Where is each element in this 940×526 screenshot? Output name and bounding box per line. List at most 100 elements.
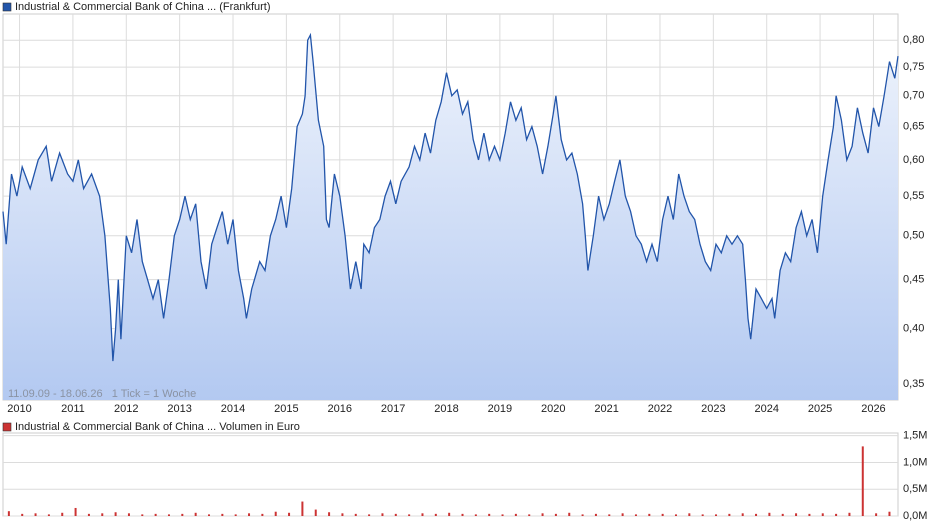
y-tick-label: 0,65 xyxy=(903,121,924,133)
y-tick-label: 0,40 xyxy=(903,323,924,335)
y-tick-label: 0,70 xyxy=(903,90,924,102)
y-tick-label: 0,80 xyxy=(903,34,924,46)
y-tick-label: 1,5M xyxy=(903,430,927,442)
volume-bar xyxy=(208,514,211,516)
volume-bar xyxy=(835,513,838,516)
volume-bar xyxy=(608,514,611,516)
x-tick-label: 2026 xyxy=(861,403,885,415)
volume-bar xyxy=(701,514,704,516)
volume-bar xyxy=(448,512,451,516)
volume-bar xyxy=(594,513,597,516)
volume-bar xyxy=(154,513,157,516)
volume-bar xyxy=(127,513,130,516)
volume-bar xyxy=(421,513,424,516)
volume-plot-area xyxy=(2,432,899,517)
volume-bar xyxy=(301,501,304,516)
volume-bar xyxy=(728,513,731,516)
x-tick-label: 2021 xyxy=(594,403,618,415)
x-tick-label: 2020 xyxy=(541,403,565,415)
volume-bar xyxy=(7,511,10,516)
volume-bar xyxy=(808,513,811,516)
y-tick-label: 0,75 xyxy=(903,61,924,73)
y-tick-label: 1,0M xyxy=(903,456,927,468)
volume-bar xyxy=(514,513,517,516)
volume-bar xyxy=(781,513,784,516)
x-tick-label: 2018 xyxy=(434,403,458,415)
volume-bar xyxy=(141,514,144,516)
volume-bar xyxy=(621,513,624,516)
volume-bar xyxy=(47,514,50,516)
x-tick-label: 2012 xyxy=(114,403,138,415)
y-tick-label: 0,55 xyxy=(903,190,924,202)
volume-bar xyxy=(501,514,504,516)
price-area xyxy=(3,35,898,400)
volume-bar xyxy=(541,513,544,516)
volume-bar xyxy=(474,514,477,516)
volume-bar xyxy=(87,513,90,516)
volume-bar xyxy=(181,513,184,516)
volume-bar xyxy=(581,514,584,516)
volume-bar xyxy=(34,513,37,516)
price-line xyxy=(2,32,899,362)
x-tick-label: 2019 xyxy=(488,403,512,415)
volume-bar xyxy=(768,512,771,516)
volume-bar xyxy=(861,446,864,516)
volume-bar xyxy=(21,513,24,516)
legend-label: Industrial & Commercial Bank of China ..… xyxy=(15,421,300,433)
volume-bar xyxy=(848,512,851,516)
volume-bar xyxy=(314,509,317,516)
legend-swatch xyxy=(2,422,12,432)
x-tick-label: 2016 xyxy=(328,403,352,415)
volume-bar xyxy=(261,513,264,516)
volume-bar xyxy=(248,513,251,516)
volume-bar xyxy=(634,514,637,516)
y-tick-label: 0,60 xyxy=(903,154,924,166)
volume-bar xyxy=(221,513,224,516)
volume-bar xyxy=(568,512,571,516)
x-tick-label: 2014 xyxy=(221,403,245,415)
volume-bar xyxy=(101,513,104,516)
volume-bar xyxy=(74,507,77,516)
volume-bar xyxy=(661,513,664,516)
volume-bar xyxy=(394,513,397,516)
volume-bar xyxy=(341,513,344,516)
volume-bar xyxy=(821,513,824,516)
legend-label: Industrial & Commercial Bank of China ..… xyxy=(15,1,271,13)
volume-bar xyxy=(328,512,331,516)
volume-bar xyxy=(234,514,237,516)
volume-bar xyxy=(888,511,891,516)
annotation: 11.09.09 - 18.06.26 1 Tick = 1 Woche xyxy=(8,388,196,400)
volume-bar xyxy=(434,513,437,516)
volume-bar xyxy=(875,513,878,516)
x-tick-label: 2023 xyxy=(701,403,725,415)
volume-bar xyxy=(741,513,744,516)
y-tick-label: 0,35 xyxy=(903,378,924,390)
volume-bar xyxy=(381,513,384,516)
volume-bar xyxy=(354,513,357,516)
volume-bar xyxy=(368,514,371,516)
volume-bar xyxy=(715,514,718,516)
volume-bar xyxy=(114,512,117,516)
volume-bar xyxy=(554,513,557,516)
x-tick-label: 2017 xyxy=(381,403,405,415)
volume-bar xyxy=(274,511,277,516)
y-tick-label: 0,5M xyxy=(903,483,927,495)
x-tick-label: 2013 xyxy=(167,403,191,415)
x-tick-label: 2025 xyxy=(808,403,832,415)
y-tick-label: 0,45 xyxy=(903,274,924,286)
y-tick-label: 0,50 xyxy=(903,230,924,242)
x-tick-label: 2015 xyxy=(274,403,298,415)
x-tick-label: 2011 xyxy=(61,403,85,415)
volume-bar xyxy=(648,513,651,516)
volume-bar xyxy=(528,514,531,516)
volume-bar xyxy=(408,514,411,516)
volume-bar xyxy=(167,514,170,516)
x-tick-label: 2024 xyxy=(754,403,778,415)
x-tick-label: 2022 xyxy=(648,403,672,415)
volume-bar xyxy=(194,512,197,516)
volume-bar xyxy=(674,514,677,516)
legend-swatch xyxy=(2,2,12,12)
x-tick-label: 2010 xyxy=(7,403,31,415)
volume-bar xyxy=(688,513,691,516)
